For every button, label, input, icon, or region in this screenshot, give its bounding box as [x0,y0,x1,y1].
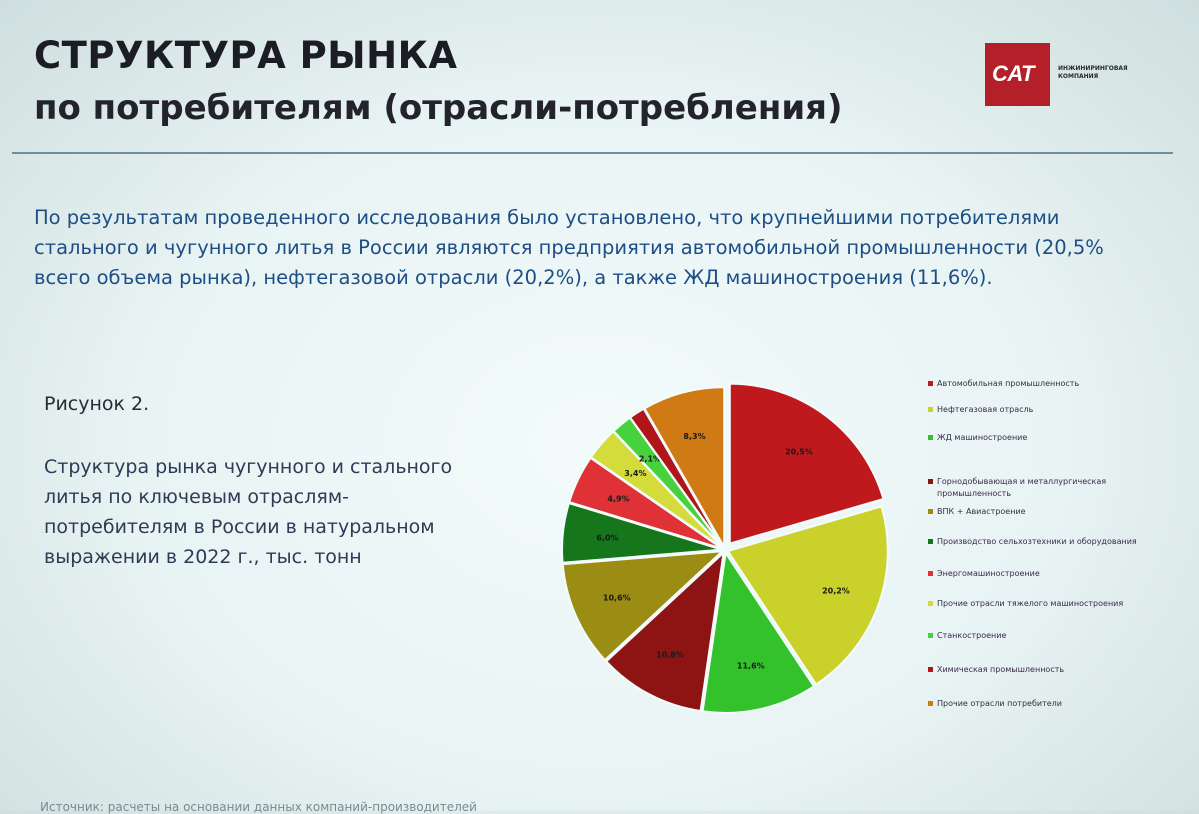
legend-swatch-6 [928,539,933,544]
legend-label-6: Производство сельхозтехники и оборудован… [937,537,1137,546]
pie-slice-4 [604,549,726,713]
legend-item-2: Нефтегазовая отрасль [928,404,1033,416]
legend-item-1: Автомобильная промышленность [928,378,1079,390]
legend-label-3: ЖД машиностроение [937,433,1028,442]
title-divider [12,152,1173,154]
pie-data-label-8: 3,4% [624,469,646,478]
legend-label-8: Прочие отрасли тяжелого машиностроения [937,599,1124,608]
pie-slice-6 [561,501,723,564]
legend-label-5: ВПК + Авиастроение [937,507,1026,516]
legend-item-9: Станкостроение [928,630,1006,642]
pie-data-label-11: 8,3% [683,432,705,441]
company-logo: САТ ИНЖИНИРИНГОВАЯ КОМПАНИЯ [985,43,1128,106]
pie-data-label-9: 2,1% [639,455,661,464]
legend-item-3: ЖД машиностроение [928,432,1027,444]
legend-item-7: Энергомашиностроение [928,568,1040,580]
pie-slice-1 [728,382,885,545]
figure-label: Рисунок 2. [44,393,150,415]
pie-chart: 20,5% 20,2% 11,6% 10,8% 10,6% 6,0% 4,9% 3,4% 2,1… [555,372,900,726]
legend-swatch-10 [928,667,933,672]
source-note: Источник: расчеты на основании данных ко… [40,800,477,814]
legend-label-9: Станкостроение [937,631,1007,640]
legend-swatch-9 [928,633,933,638]
legend-label-2: Нефтегазовая отрасль [937,405,1034,414]
pie-data-label-5: 10,6% [603,594,631,603]
legend-swatch-8 [928,601,933,606]
legend-label-1: Автомобильная промышленность [937,379,1080,388]
legend-item-11: Прочие отрасли потребители [928,698,1062,710]
pie-data-label-3: 11,6% [737,661,765,670]
legend-item-10: Химическая промышленность [928,664,1064,676]
logo-caption: ИНЖИНИРИНГОВАЯ КОМПАНИЯ [1058,65,1128,80]
pie-data-label-6: 6,0% [596,533,618,542]
legend-swatch-2 [928,407,933,412]
logo-mark-box: САТ [985,43,1050,106]
legend-label-7: Энергомашиностроение [937,569,1040,578]
legend-item-4: Горнодобывающая и металлургическая промы… [928,476,1168,500]
legend-swatch-1 [928,381,933,386]
figure-caption: Структура рынка чугунного и стального ли… [44,456,453,568]
pie-slice-5 [561,549,726,662]
legend-label-10: Химическая промышленность [937,665,1065,674]
pie-data-label-4: 10,8% [656,651,684,660]
legend-swatch-11 [928,701,933,706]
pie-chart-svg: 20,5% 20,2% 11,6% 10,8% 10,6% 6,0% 4,9% 3,4% 2,1… [561,382,889,714]
legend-swatch-7 [928,571,933,576]
legend-label-4: Горнодобывающая и металлургическая промы… [937,477,1107,498]
logo-mark: САТ [992,61,1035,86]
legend-label-11: Прочие отрасли потребители [937,699,1062,708]
pie-data-label-1: 20,5% [785,447,813,456]
pie-slice-3 [701,550,816,714]
legend-item-6: Производство сельхозтехники и оборудован… [928,536,1137,548]
legend-item-5: ВПК + Авиастроение [928,506,1026,518]
pie-data-label-2: 20,2% [822,587,850,596]
intro-paragraph: По результатам проведенного исследования… [34,206,1104,289]
pie-slice-11 [643,386,726,551]
pie-data-label-7: 4,9% [607,495,629,504]
legend-item-8: Прочие отрасли тяжелого машиностроения [928,598,1123,610]
legend-swatch-5 [928,509,933,514]
page-title: СТРУКТУРА РЫНКА [34,34,458,77]
pie-slice-2 [726,505,889,686]
legend-swatch-3 [928,435,933,440]
page-subtitle: по потребителям (отрасли-потребления) [34,88,843,128]
legend-swatch-4 [928,479,933,484]
